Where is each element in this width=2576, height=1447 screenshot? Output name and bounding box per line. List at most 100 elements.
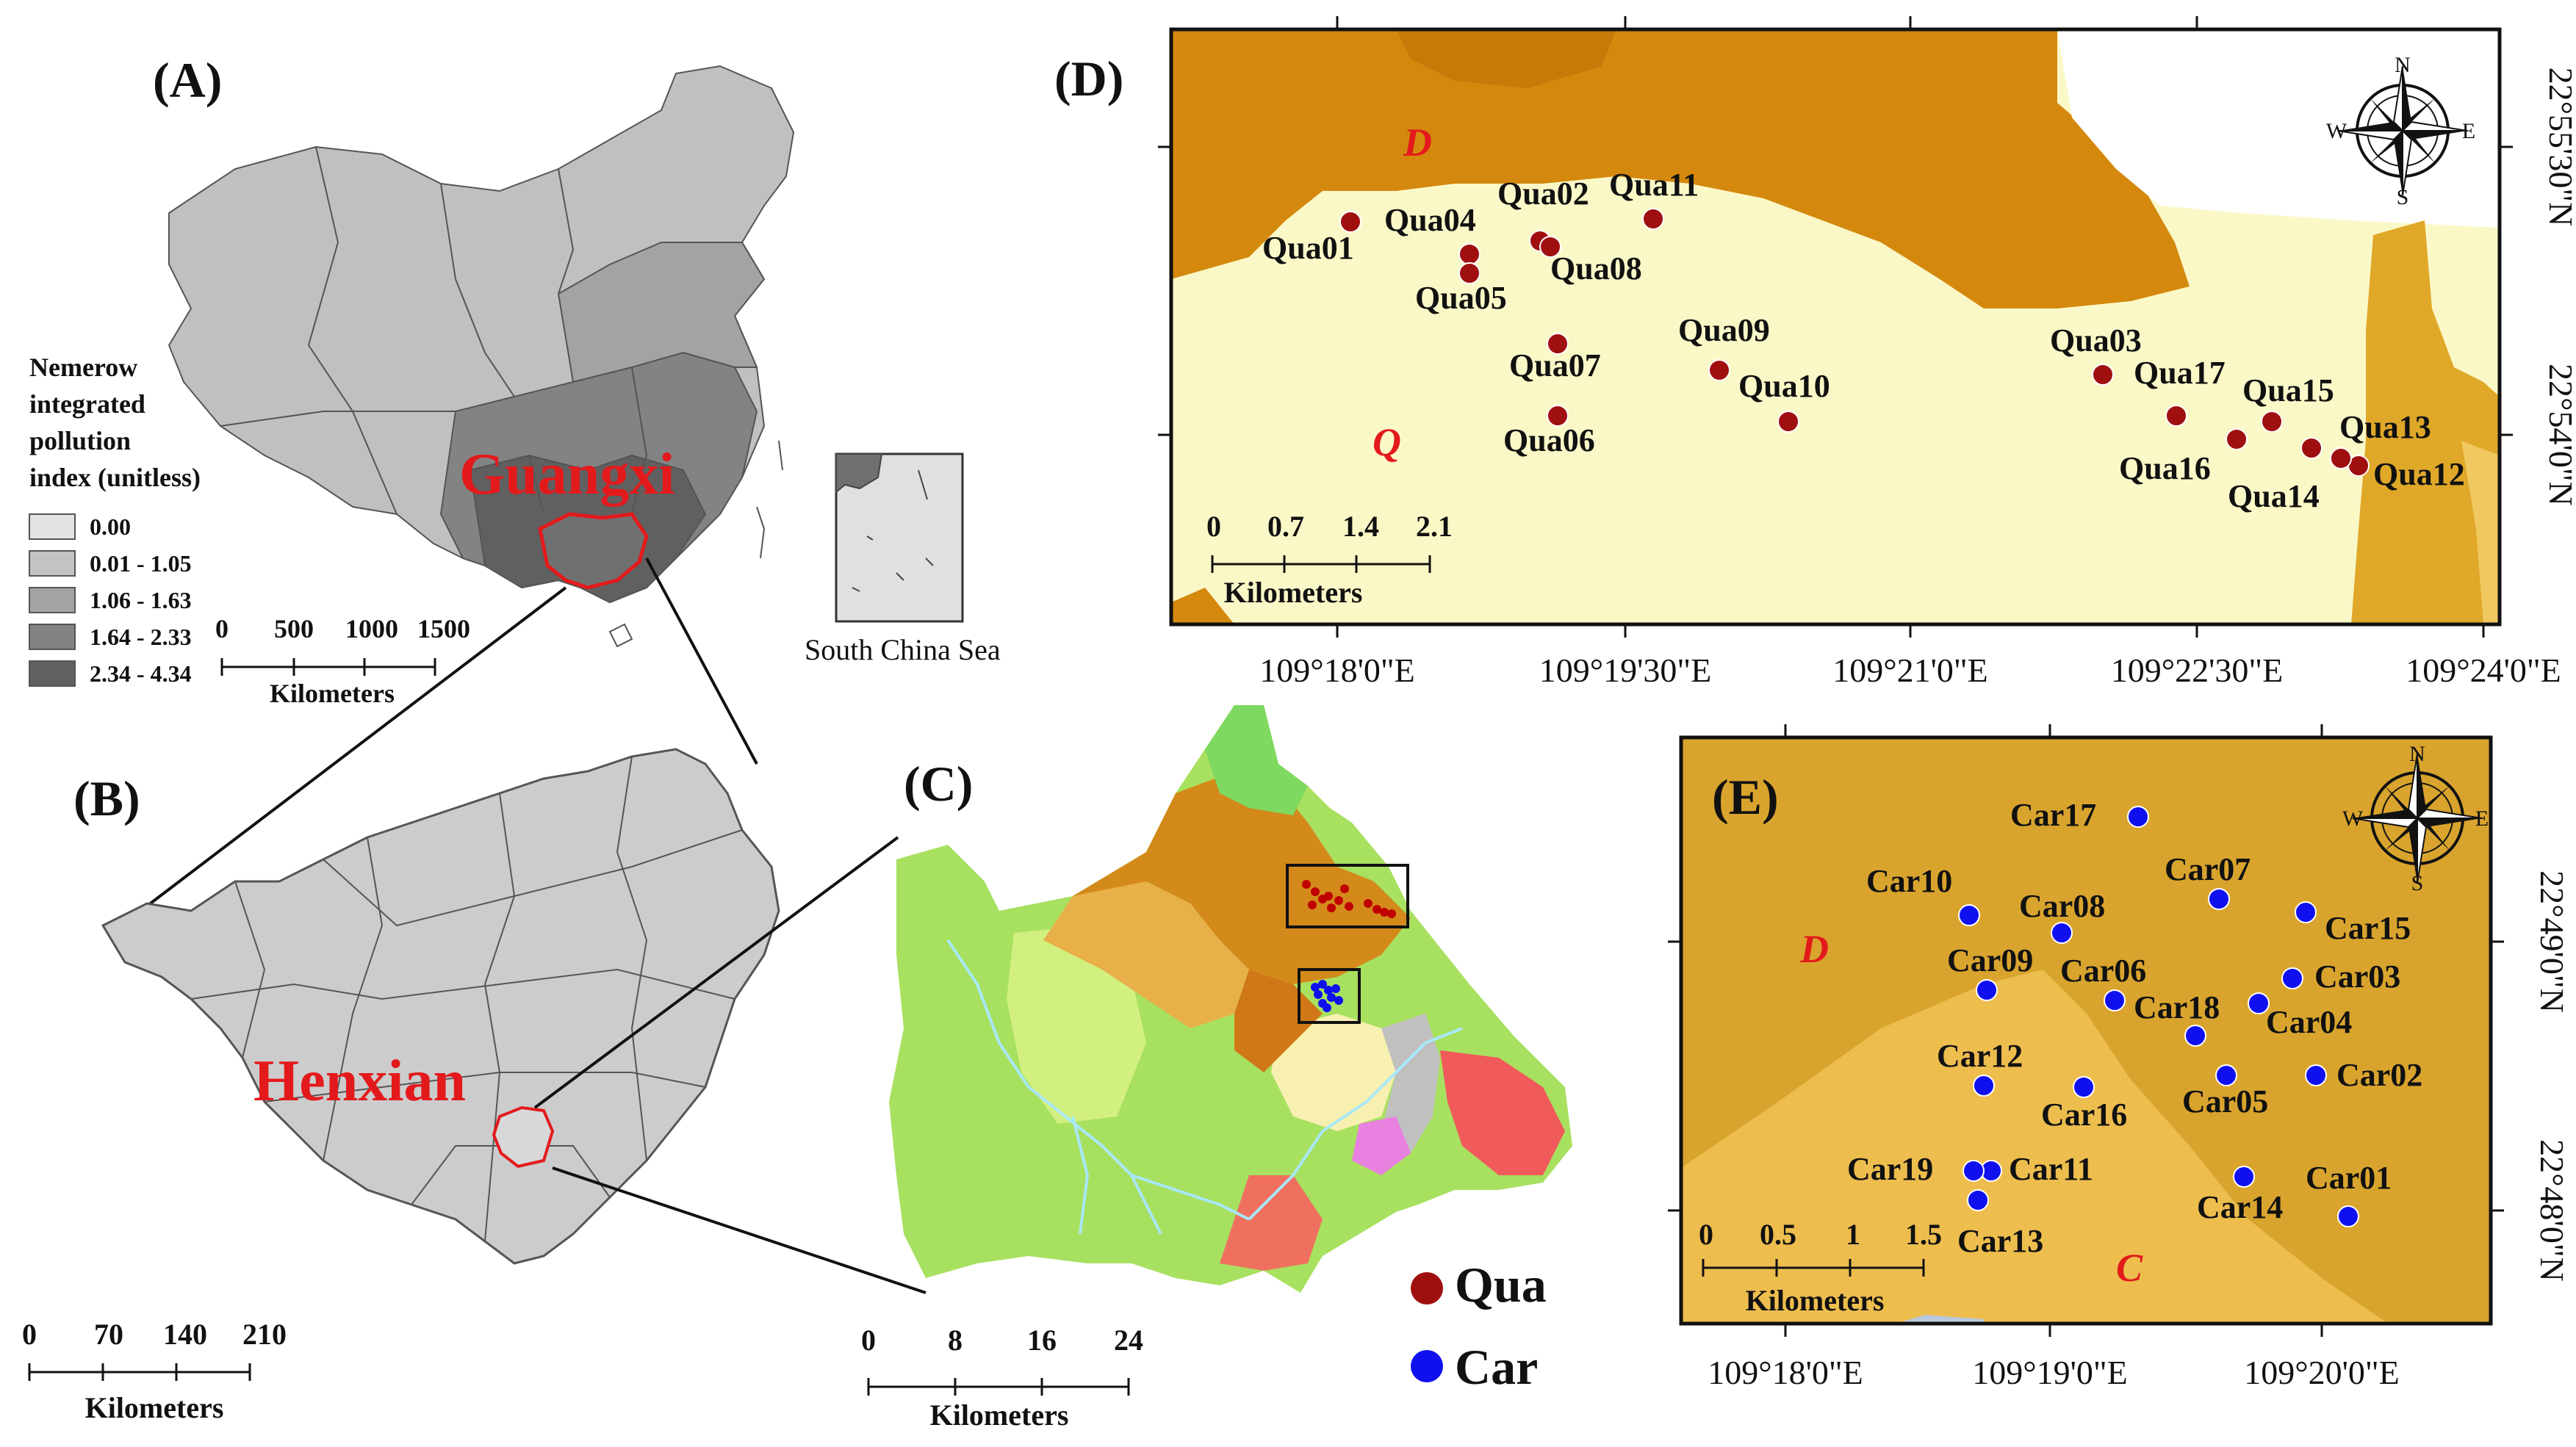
qua-point-qua05 — [1458, 262, 1481, 284]
car-label-car09: Car09 — [1947, 942, 2033, 978]
car-point-car09 — [1976, 979, 1998, 1001]
qua-label-qua10: Qua10 — [1738, 368, 1830, 404]
province-boundaries — [220, 146, 648, 515]
scale-a-tick-1: 500 — [274, 614, 314, 643]
overview-car-dot-4 — [1327, 993, 1336, 1002]
scale-e-tick-2: 1 — [1846, 1218, 1860, 1251]
scale-a-tick-3: 1500 — [417, 614, 470, 643]
qua-point-qua03 — [2092, 364, 2114, 386]
car-label-car07: Car07 — [2165, 851, 2251, 887]
qua-point-qua07 — [1547, 333, 1569, 355]
car-label-car04: Car04 — [2266, 1004, 2352, 1040]
legend-swatch-4 — [29, 624, 76, 650]
scale-c-unit: Kilometers — [930, 1399, 1069, 1432]
white-zone — [2057, 29, 2500, 228]
scale-b-tick-2: 140 — [163, 1318, 207, 1351]
panel-d: (D) 109°18'0"E 109°19'30"E 109°21'0"E 10… — [1054, 16, 2576, 689]
d-compass-s: S — [2397, 185, 2409, 209]
scale-d-tick-2: 1.4 — [1342, 510, 1379, 543]
scale-d-unit: Kilometers — [1224, 576, 1363, 609]
connector-lines-bc — [533, 836, 927, 1294]
panel-b: (B) Henxian 0 70 140 210 Kilometers — [22, 748, 780, 1424]
guangxi-map — [101, 748, 780, 1265]
car-point-car12 — [1973, 1075, 1995, 1097]
qua-label-qua08: Qua08 — [1550, 250, 1642, 286]
qua-point-qua16 — [2226, 428, 2248, 450]
map-e-ticks — [1668, 724, 2504, 1337]
car-label-car08: Car08 — [2019, 888, 2105, 924]
overview-car-dot-3 — [1314, 990, 1323, 999]
d-unit-label-q: Q — [1372, 420, 1401, 464]
car-point-car14 — [2233, 1166, 2255, 1188]
map-d-ticks — [1158, 16, 2513, 638]
car-point-car19 — [1962, 1160, 1985, 1182]
car-point-car15 — [2295, 901, 2317, 923]
legend-car-label: Car — [1455, 1339, 1538, 1395]
scale-bar-a: 0 500 1000 1500 Kilometers — [215, 614, 470, 708]
car-label-car16: Car16 — [2041, 1097, 2127, 1133]
panel-d-label: (D) — [1054, 51, 1123, 107]
car-point-car03 — [2281, 967, 2303, 989]
unit-c-zone — [1681, 970, 2388, 1324]
qua-point-qua13 — [2330, 447, 2352, 469]
qua-point-qua09 — [1708, 359, 1730, 381]
d-y-tick-1: 22°55'30"N — [2542, 68, 2576, 227]
geology-pink — [1352, 1116, 1411, 1175]
car-label-car14: Car14 — [2197, 1189, 2283, 1225]
d-x-tick-4: 109°22'30"E — [2111, 652, 2284, 689]
scale-bar-b: 0 70 140 210 Kilometers — [22, 1318, 287, 1424]
qua-label-qua16: Qua16 — [2119, 450, 2211, 486]
panel-e-label: (E) — [1712, 769, 1779, 825]
qua-label-qua09: Qua09 — [1678, 312, 1770, 348]
legend-swatch-5 — [29, 660, 76, 687]
qua-point-qua08 — [1539, 236, 1561, 258]
e-compass-e: E — [2475, 807, 2489, 831]
panel-a-label: (A) — [153, 52, 222, 108]
qua-label-qua11: Qua11 — [1609, 167, 1699, 203]
overview-qua-dot-13 — [1327, 903, 1336, 912]
qua-point-qua10 — [1777, 411, 1799, 433]
scale-d-tick-3: 2.1 — [1416, 510, 1453, 543]
scale-bar-e: 0 0.5 1 1.5 Kilometers — [1699, 1218, 1942, 1317]
legend-swatch-3 — [29, 587, 76, 613]
e-y-tick-2: 22°48'0"N — [2533, 1139, 2571, 1282]
scale-e-unit: Kilometers — [1746, 1284, 1885, 1317]
scale-b-tick-1: 70 — [94, 1318, 123, 1351]
car-label-car01: Car01 — [2306, 1160, 2392, 1196]
d-x-tick-1: 109°18'0"E — [1259, 652, 1415, 689]
qua-point-qua06 — [1547, 405, 1569, 427]
panel-a: (A) Guangxi — [29, 52, 1001, 708]
car-point-car04 — [2248, 992, 2270, 1014]
qua-label-qua15: Qua15 — [2242, 372, 2334, 408]
e-x-tick-3: 109°20'0"E — [2244, 1354, 2400, 1391]
car-label-car15: Car15 — [2325, 910, 2411, 946]
scale-c-tick-0: 0 — [861, 1324, 876, 1357]
qua-label-qua06: Qua06 — [1503, 422, 1595, 458]
map-e-area — [1681, 737, 2491, 1324]
qua-label-qua07: Qua07 — [1509, 347, 1601, 383]
d-x-tick-2: 109°19'30"E — [1539, 652, 1712, 689]
e-x-tick-2: 109°19'0"E — [1972, 1354, 2128, 1391]
car-point-car16 — [2073, 1076, 2095, 1098]
legend-class-2: 0.01 - 1.05 — [90, 550, 192, 577]
car-label-car03: Car03 — [2314, 959, 2400, 995]
qua-point-qua01 — [1339, 211, 1361, 233]
rivers — [946, 939, 1463, 1235]
qua-sample-points: Qua01 Qua02 Qua03 Qua04 Qua05 Qua06 Qua07 Qua08… — [1262, 167, 2465, 514]
qua-label-qua03: Qua03 — [2050, 322, 2142, 358]
overview-qua-dot-2 — [1311, 887, 1320, 896]
qua-point-qua15 — [2261, 411, 2283, 433]
overview-qua-dot-6 — [1334, 896, 1343, 905]
unit-d-zone — [1171, 29, 2190, 308]
legend-class-1: 0.00 — [90, 513, 131, 540]
legend-title-line-3: pollution — [29, 426, 131, 455]
e-unit-label-d: D — [1799, 927, 1829, 971]
inset-coast — [835, 453, 883, 494]
qua-point-qua17 — [2165, 405, 2187, 427]
map-d-area — [1171, 29, 2500, 624]
car-label-car05: Car05 — [2182, 1083, 2268, 1119]
pollution-index-legend: Nemerow integrated pollution index (unit… — [29, 353, 201, 687]
overview-qua-sites — [1302, 880, 1396, 918]
geology-green-north — [1205, 705, 1308, 815]
overview-car-dot-1 — [1318, 980, 1327, 989]
